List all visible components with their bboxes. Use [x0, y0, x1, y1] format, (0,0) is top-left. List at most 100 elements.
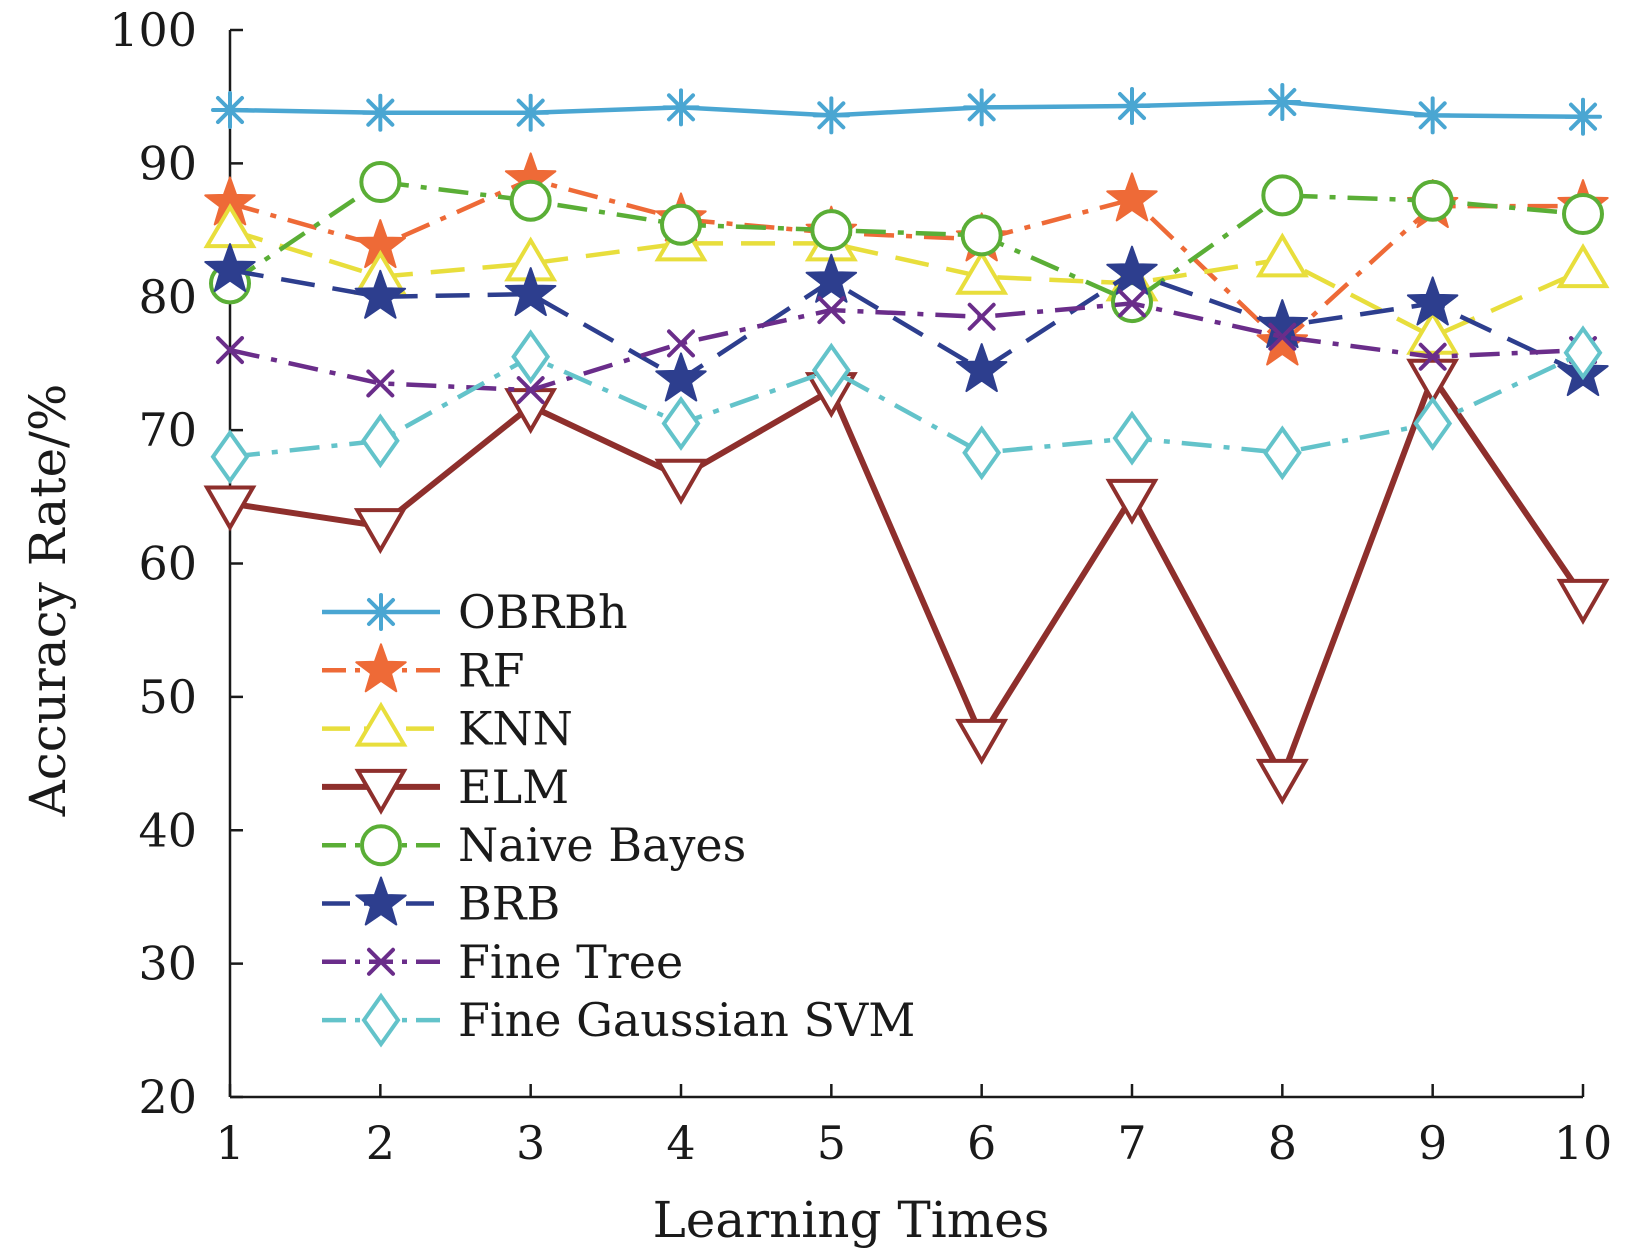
x-tick-label: 3 — [516, 1116, 545, 1170]
y-tick-label: 40 — [138, 803, 197, 857]
data-point-marker — [362, 593, 400, 631]
data-point-marker — [1106, 245, 1158, 295]
data-point-marker — [1113, 87, 1151, 126]
data-point-marker — [655, 352, 707, 402]
legend-label: Naive Bayes — [458, 818, 746, 872]
y-tick-label: 70 — [138, 403, 197, 457]
series-obrbh — [211, 83, 1602, 136]
x-tick-label: 9 — [1418, 1116, 1447, 1170]
y-tick-label: 80 — [138, 270, 197, 324]
data-point-marker — [1261, 174, 1304, 217]
data-point-marker — [955, 718, 1009, 765]
legend-item: Naive Bayes — [322, 818, 746, 872]
data-point-marker — [805, 253, 858, 303]
series-line — [228, 179, 1584, 305]
data-point-marker — [504, 267, 557, 317]
legend-label: Fine Gaussian SVM — [458, 993, 915, 1047]
x-tick-label: 10 — [1554, 1116, 1613, 1170]
data-point-marker — [1112, 410, 1152, 466]
x-tick-label: 1 — [215, 1116, 244, 1170]
data-point-marker — [210, 429, 250, 485]
data-point-marker — [654, 458, 708, 505]
series-line — [229, 177, 1583, 346]
data-point-marker — [1263, 83, 1302, 122]
y-tick-label: 100 — [109, 3, 197, 57]
data-point-marker — [661, 395, 701, 451]
data-point-marker — [359, 161, 402, 204]
legend-item: Fine Tree — [322, 935, 683, 989]
data-point-marker — [1406, 358, 1460, 405]
data-point-marker — [360, 413, 400, 469]
data-point-marker — [211, 91, 249, 130]
data-point-marker — [660, 203, 702, 246]
x-tick-label: 7 — [1117, 1116, 1146, 1170]
x-tick-labels: 1 2 3 4 5 6 7 8 9 10 — [215, 1116, 1612, 1170]
data-point-marker — [204, 243, 256, 293]
y-axis-title: Accuracy Rate/% — [19, 384, 77, 818]
data-point-marker — [1556, 578, 1610, 625]
legend-label: RF — [458, 643, 525, 697]
data-point-marker — [354, 768, 408, 815]
series-line — [229, 350, 1584, 460]
data-point-marker — [962, 88, 1001, 127]
data-point-marker — [361, 93, 400, 132]
data-point-marker — [355, 643, 407, 693]
legend-item: Fine Gaussian SVM — [322, 992, 915, 1048]
y-tick-label: 90 — [138, 136, 197, 190]
data-point-marker — [509, 179, 552, 222]
legend-label: KNN — [458, 702, 573, 756]
data-point-marker — [662, 88, 700, 127]
legend-label: OBRBh — [458, 585, 628, 639]
data-point-marker — [516, 376, 545, 405]
legend-label: ELM — [458, 760, 569, 814]
data-point-marker — [1262, 425, 1302, 481]
y-tick-label: 30 — [138, 937, 197, 991]
legend-label: BRB — [458, 877, 560, 931]
data-point-marker — [667, 329, 695, 358]
legend-item: RF — [322, 643, 525, 697]
series-fine-gaussian-svm — [210, 325, 1603, 485]
data-point-marker — [1105, 478, 1159, 525]
data-point-marker — [811, 342, 851, 398]
data-point-marker — [511, 93, 550, 132]
legend-item: KNN — [322, 702, 573, 756]
y-tick-label: 20 — [138, 1070, 197, 1124]
x-tick-label: 5 — [817, 1116, 846, 1170]
data-point-marker — [511, 329, 551, 385]
data-point-marker — [367, 947, 395, 976]
data-point-marker — [216, 336, 244, 365]
data-point-marker — [355, 876, 407, 926]
tick-marks — [228, 28, 1585, 1099]
y-tick-label: 50 — [138, 670, 197, 724]
data-point-marker — [1255, 758, 1309, 805]
data-point-marker — [1413, 395, 1453, 451]
x-axis-title: Learning Times — [653, 1191, 1050, 1249]
legend-label: Fine Tree — [458, 935, 683, 989]
data-point-marker — [366, 369, 395, 398]
series-brb — [204, 243, 1609, 402]
data-point-marker — [1418, 342, 1447, 371]
data-point-marker — [812, 96, 851, 135]
data-point-marker — [354, 269, 407, 319]
x-tick-label: 8 — [1268, 1116, 1297, 1170]
data-point-marker — [960, 214, 1003, 257]
data-point-marker — [360, 824, 402, 867]
data-point-marker — [955, 343, 1008, 393]
data-point-marker — [1106, 172, 1158, 222]
series-line — [229, 301, 1584, 393]
y-tick-labels: 20 30 40 50 60 70 80 90 100 — [109, 3, 197, 1124]
series-fine-tree — [216, 289, 1597, 405]
data-point-marker — [203, 485, 257, 532]
series-lines — [203, 83, 1610, 805]
series-line — [229, 99, 1584, 119]
legend-item: BRB — [322, 876, 560, 931]
series-line — [229, 373, 1586, 780]
data-point-marker — [810, 209, 853, 252]
data-point-marker — [1256, 316, 1309, 366]
data-point-marker — [354, 701, 408, 747]
data-point-marker — [1563, 325, 1603, 381]
data-point-marker — [1564, 97, 1602, 136]
y-tick-label: 60 — [138, 537, 197, 591]
